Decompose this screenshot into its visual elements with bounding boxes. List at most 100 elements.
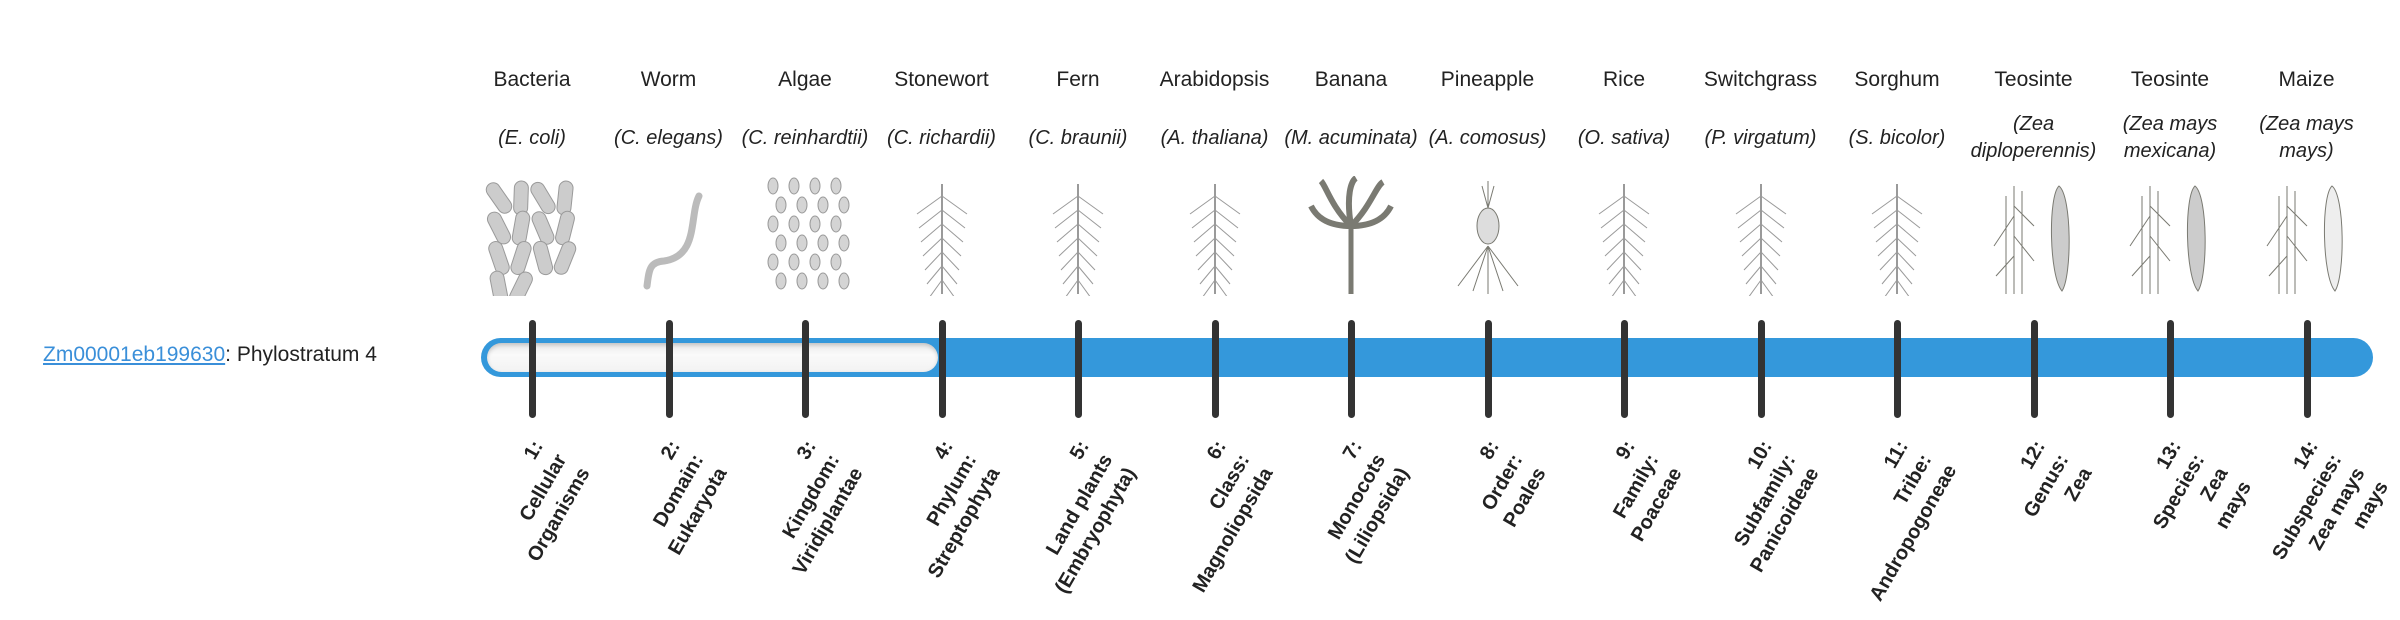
organism-image xyxy=(1147,176,1283,299)
organism-image xyxy=(1966,176,2102,296)
stratum-label: 2: Domain: Eukaryota xyxy=(589,436,734,606)
organism-species: (C. elegans) xyxy=(601,112,737,164)
organism-name: Teosinte xyxy=(1994,68,2073,91)
organism-name: Banana xyxy=(1314,68,1388,91)
teosinte-illustration-icon xyxy=(2129,185,2206,294)
absent-strata-segment xyxy=(487,343,938,372)
maize-illustration-icon xyxy=(2266,185,2343,294)
stratum-label: 14: Subspecies: Zea mays mays xyxy=(2227,436,2396,620)
organism-species: (C. richardii) xyxy=(874,112,1010,164)
teosinte-illustration-icon xyxy=(1993,185,2070,294)
organism-name: Stonewort xyxy=(894,68,989,91)
organism-image xyxy=(1829,176,1965,299)
stratum-tick xyxy=(1211,320,1219,418)
stratum-label: 3: Kingdom: Viridiplantae xyxy=(725,436,870,606)
organism-image xyxy=(2102,176,2238,296)
stratum-label: 7: Monocots (Liliopsida) xyxy=(1271,436,1416,606)
species-text: (O. sativa) xyxy=(1577,126,1671,149)
organism-name: Algae xyxy=(778,68,832,91)
phylostratum-label: Phylostratum 4 xyxy=(236,343,377,366)
organism-name: Rice xyxy=(1602,68,1645,91)
organism-species: (C. reinhardtii) xyxy=(737,112,873,164)
phylostratum-bar xyxy=(481,338,2373,377)
organism-image xyxy=(601,176,737,296)
organism-species: (A. comosus) xyxy=(1420,112,1556,164)
sorghum-illustration-icon xyxy=(1871,184,1923,299)
species-text: (A. comosus) xyxy=(1428,126,1547,149)
organism-image xyxy=(2239,176,2375,296)
organism-species: (S. bicolor) xyxy=(1829,112,1965,164)
pineapple-illustration-icon xyxy=(1457,181,1518,294)
organism-name: Bacteria xyxy=(493,68,571,91)
stratum-label: 8: Order: Poales xyxy=(1408,436,1553,606)
stratum-tick xyxy=(1484,320,1492,418)
fern-illustration-icon xyxy=(1052,184,1104,299)
gene-separator: : xyxy=(225,343,237,366)
stratum-label: 4: Phylum: Streptophyta xyxy=(862,436,1007,606)
stratum-tick xyxy=(802,320,809,418)
stratum-tick xyxy=(2030,320,2038,418)
stratum-label: 5: Land plants (Embryophyta) xyxy=(998,436,1143,606)
organism-name: Maize xyxy=(2278,68,2335,91)
species-text: (E. coli) xyxy=(498,126,566,149)
rice-illustration-icon xyxy=(1598,184,1650,299)
organism-image xyxy=(1420,176,1556,296)
species-text: (P. virgatum) xyxy=(1704,126,1817,149)
organism-species: (M. acuminata) xyxy=(1283,112,1419,164)
organism-species: (Zea mays mays) xyxy=(2239,112,2375,164)
organism-species: (E. coli) xyxy=(464,112,600,164)
organism-image xyxy=(1283,175,1419,296)
worm-illustration-icon xyxy=(643,192,702,290)
organism-name: Worm xyxy=(640,68,697,91)
species-text: (C. reinhardtii) xyxy=(741,126,869,149)
organism-species: (Zea mays mexicana) xyxy=(2102,112,2238,164)
species-text: (A. thaliana) xyxy=(1160,126,1269,149)
organism-species: (C. braunii) xyxy=(1010,112,1146,164)
stonewort-illustration-icon xyxy=(916,184,967,299)
organism-image xyxy=(737,176,873,296)
organism-image xyxy=(464,176,600,306)
organism-species: (P. virgatum) xyxy=(1693,112,1829,164)
stratum-tick xyxy=(1757,320,1765,418)
species-text: (M. acuminata) xyxy=(1284,126,1418,149)
species-text: (C. richardii) xyxy=(887,126,996,149)
organism-species: (Zea diploperennis) xyxy=(1966,112,2102,164)
species-text: (Zea mays mexicana) xyxy=(2122,113,2218,162)
stratum-label: 6: Class: Magnoliopsida xyxy=(1135,436,1280,606)
stratum-label: 10: Subfamily: Panicoideae xyxy=(1681,436,1826,606)
organism-name: Fern xyxy=(1056,68,1100,91)
stratum-tick xyxy=(1348,320,1355,418)
organism-name: Teosinte xyxy=(2130,68,2210,91)
stratum-tick xyxy=(2303,320,2311,418)
gene-heading: Zm00001eb199630: Phylostratum 4 xyxy=(43,343,377,367)
stratum-tick xyxy=(2167,320,2174,418)
arabidopsis-illustration-icon xyxy=(1189,184,1240,299)
organism-image xyxy=(874,176,1010,299)
bacteria-illustration-icon xyxy=(485,180,577,306)
organism-name: Sorghum xyxy=(1854,68,1940,91)
stratum-tick xyxy=(529,320,536,418)
organism-name: Arabidopsis xyxy=(1159,68,1270,91)
organism-species: (A. thaliana) xyxy=(1147,112,1283,164)
stratum-tick xyxy=(665,320,673,418)
species-text: (S. bicolor) xyxy=(1848,126,1946,149)
stratum-tick xyxy=(938,320,946,418)
stratum-tick xyxy=(1621,320,1628,418)
organism-species: (O. sativa) xyxy=(1556,112,1692,164)
stratum-label: 11: Tribe: Andropogoneae xyxy=(1817,436,1962,606)
species-text: (C. braunii) xyxy=(1028,126,1128,149)
organism-name: Switchgrass xyxy=(1703,68,1818,91)
stratum-label: 13: Species: Zea mays xyxy=(2090,436,2259,620)
banana-illustration-icon xyxy=(1308,175,1394,294)
organism-image xyxy=(1693,176,1829,299)
switchgrass-illustration-icon xyxy=(1735,184,1786,299)
gene-link[interactable]: Zm00001eb199630 xyxy=(43,343,226,366)
species-text: (Zea diploperennis) xyxy=(1970,113,2097,162)
stratum-label: 1: Cellular Organisms xyxy=(452,436,597,606)
species-text: (C. elegans) xyxy=(614,126,723,149)
algae-illustration-icon xyxy=(767,177,850,290)
organism-image xyxy=(1556,176,1692,299)
stratum-tick xyxy=(1894,320,1901,418)
organism-name: Pineapple xyxy=(1440,68,1535,91)
species-text: (Zea mays mays) xyxy=(2259,113,2354,162)
